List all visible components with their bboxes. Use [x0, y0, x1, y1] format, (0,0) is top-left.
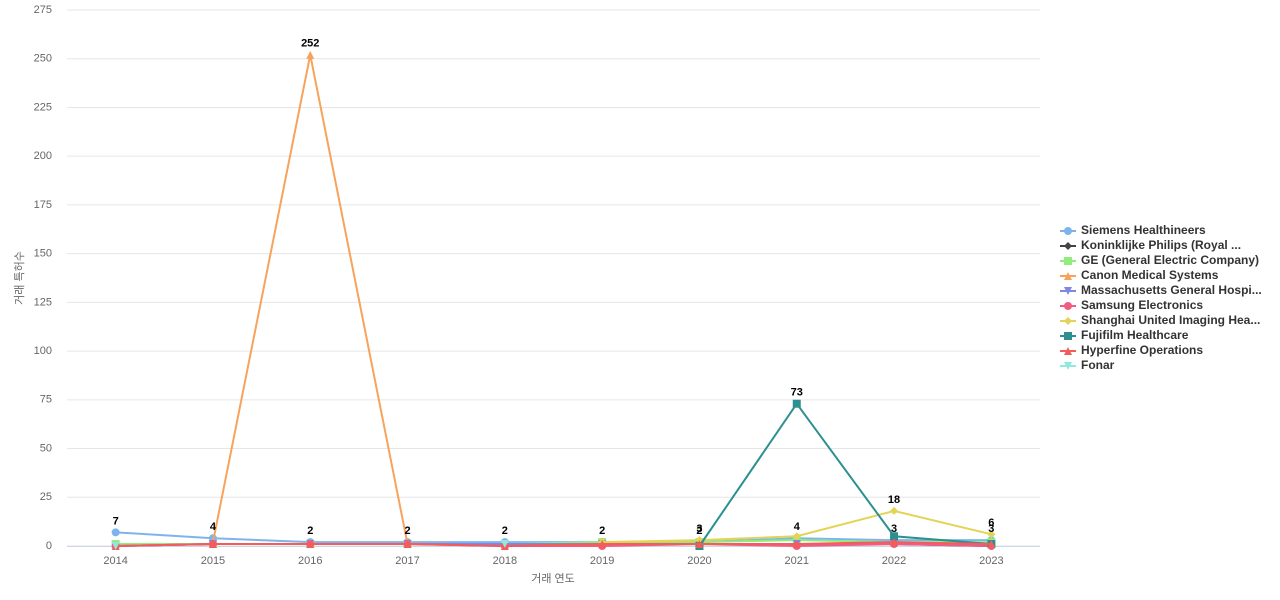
x-tick-label: 2016 — [298, 555, 322, 567]
series — [208, 50, 412, 549]
x-tick-label: 2021 — [785, 555, 809, 567]
marker — [1064, 317, 1072, 325]
data-label: 4 — [794, 521, 801, 533]
y-axis-title: 거래 특허수 — [13, 251, 26, 305]
legend-label: Fonar — [1081, 358, 1115, 372]
x-tick-label: 2014 — [103, 555, 127, 567]
marker — [792, 399, 801, 408]
marker — [792, 540, 801, 549]
y-tick-label: 150 — [34, 248, 52, 260]
marker — [306, 50, 315, 59]
x-tick-label: 2019 — [590, 555, 614, 567]
marker — [1064, 362, 1072, 370]
marker — [792, 532, 801, 541]
data-label: 73 — [791, 387, 803, 399]
marker — [1064, 227, 1072, 235]
x-tick-label: 2023 — [979, 555, 1003, 567]
x-axis-title: 거래 연도 — [531, 572, 575, 585]
data-label: 4 — [210, 521, 217, 533]
data-label: 2 — [307, 525, 313, 537]
marker — [500, 540, 509, 549]
legend-label: GE (General Electric Company) — [1081, 253, 1259, 267]
marker — [890, 506, 899, 515]
legend-label: Massachusetts General Hospi... — [1081, 283, 1262, 297]
y-tick-label: 200 — [34, 150, 52, 162]
data-label: 2 — [696, 525, 702, 537]
series — [111, 540, 509, 550]
y-tick-label: 275 — [34, 4, 52, 16]
marker — [1064, 257, 1072, 265]
data-label: 2 — [502, 525, 508, 537]
data-label: 7 — [113, 515, 119, 527]
data-label: 3 — [988, 523, 994, 535]
data-label: 252 — [301, 38, 319, 50]
y-tick-label: 75 — [40, 394, 52, 406]
data-label: 18 — [888, 494, 900, 506]
marker — [1064, 242, 1072, 250]
legend-label: Canon Medical Systems — [1081, 268, 1219, 282]
legend-label: Hyperfine Operations — [1081, 343, 1203, 357]
line — [698, 401, 992, 547]
y-tick-label: 225 — [34, 101, 52, 113]
marker — [403, 540, 412, 549]
marker — [1064, 347, 1072, 355]
marker — [1064, 272, 1072, 280]
marker — [111, 542, 120, 550]
marker — [987, 530, 996, 539]
y-tick-label: 0 — [46, 540, 52, 552]
line — [211, 54, 409, 545]
x-tick-label: 2020 — [687, 555, 711, 567]
marker — [1064, 332, 1072, 340]
y-tick-label: 25 — [40, 491, 52, 503]
marker — [306, 540, 315, 549]
data-label: 6 — [988, 517, 994, 529]
y-tick-label: 100 — [34, 345, 52, 357]
y-tick-label: 50 — [40, 442, 52, 454]
marker — [1064, 287, 1072, 295]
data-label: 3 — [891, 523, 897, 535]
legend-label: Samsung Electronics — [1081, 298, 1203, 312]
y-tick-label: 125 — [34, 296, 52, 308]
line — [115, 541, 992, 548]
series — [695, 399, 996, 550]
marker — [598, 540, 607, 549]
legend-label: Shanghai United Imaging Hea... — [1081, 313, 1260, 327]
data-label: 2 — [599, 525, 605, 537]
marker — [695, 540, 704, 549]
marker — [1064, 302, 1072, 310]
marker — [890, 538, 899, 547]
x-tick-label: 2018 — [493, 555, 517, 567]
x-tick-label: 2022 — [882, 555, 906, 567]
legend-label: Koninklijke Philips (Royal ... — [1081, 238, 1241, 252]
x-tick-label: 2017 — [395, 555, 419, 567]
marker — [208, 540, 217, 549]
x-tick-label: 2015 — [201, 555, 225, 567]
legend-label: Siemens Healthineers — [1081, 223, 1206, 237]
y-tick-label: 250 — [34, 53, 52, 65]
y-tick-label: 175 — [34, 199, 52, 211]
marker — [111, 528, 120, 537]
legend-label: Fujifilm Healthcare — [1081, 328, 1189, 342]
marker — [890, 532, 899, 541]
data-label: 3 — [696, 523, 702, 535]
data-label: 2 — [404, 525, 410, 537]
marker — [987, 540, 996, 549]
